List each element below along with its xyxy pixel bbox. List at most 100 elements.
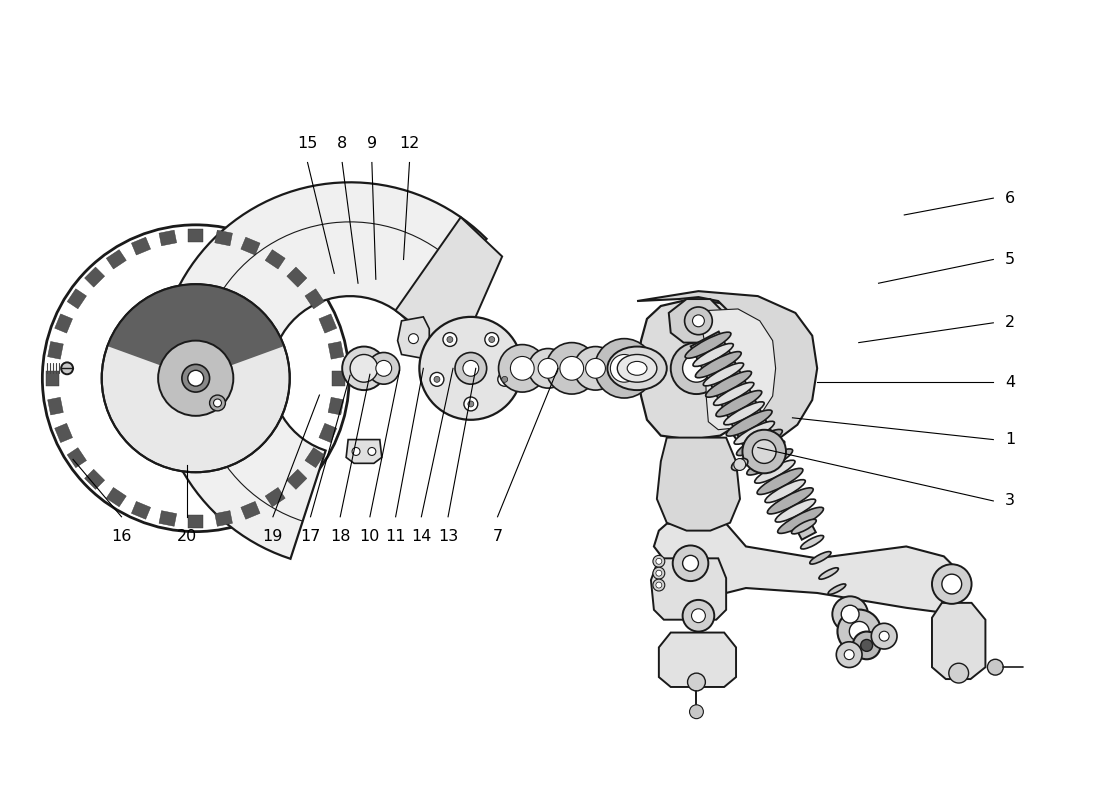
Text: 16: 16 [111, 529, 132, 544]
Text: 1: 1 [1005, 432, 1015, 447]
Text: 13: 13 [438, 529, 459, 544]
Circle shape [656, 570, 662, 576]
Ellipse shape [732, 458, 748, 470]
Bar [46, 370, 59, 386]
Circle shape [842, 606, 859, 623]
Circle shape [455, 353, 486, 384]
Polygon shape [691, 331, 778, 459]
Bar [287, 267, 307, 287]
Ellipse shape [734, 422, 774, 444]
Ellipse shape [828, 584, 846, 594]
Ellipse shape [607, 346, 667, 390]
Ellipse shape [724, 402, 764, 425]
Ellipse shape [776, 499, 815, 522]
Text: 19: 19 [263, 529, 283, 544]
Circle shape [852, 631, 880, 659]
Polygon shape [698, 309, 776, 430]
Bar [160, 230, 177, 246]
Circle shape [101, 284, 289, 472]
Text: 18: 18 [330, 529, 351, 544]
Circle shape [690, 705, 703, 718]
Circle shape [585, 358, 605, 378]
Bar [188, 229, 204, 242]
Circle shape [546, 342, 597, 394]
Bar [241, 502, 260, 519]
Bar [241, 238, 260, 255]
Polygon shape [346, 439, 382, 463]
Circle shape [434, 376, 440, 382]
Text: 17: 17 [300, 529, 321, 544]
Ellipse shape [755, 460, 795, 483]
Circle shape [464, 397, 477, 411]
Ellipse shape [778, 507, 824, 534]
Circle shape [860, 639, 872, 651]
Circle shape [683, 354, 711, 382]
Text: 7: 7 [493, 529, 503, 544]
Ellipse shape [703, 363, 744, 386]
Circle shape [510, 357, 535, 380]
Ellipse shape [695, 352, 741, 378]
Polygon shape [932, 603, 986, 679]
Circle shape [683, 555, 698, 571]
Bar [287, 470, 307, 490]
Text: 5: 5 [1005, 252, 1015, 267]
Text: 9: 9 [366, 136, 377, 150]
Ellipse shape [836, 597, 851, 606]
Text: 10: 10 [360, 529, 381, 544]
Polygon shape [157, 182, 486, 558]
Bar [319, 423, 337, 442]
Bar [265, 487, 285, 506]
Circle shape [693, 315, 704, 326]
Bar [55, 314, 73, 333]
Circle shape [671, 342, 723, 394]
Circle shape [837, 610, 881, 653]
Bar [47, 398, 64, 415]
Text: 2: 2 [1005, 315, 1015, 330]
Text: 11: 11 [385, 529, 406, 544]
Ellipse shape [818, 568, 838, 579]
Circle shape [352, 447, 360, 455]
Ellipse shape [792, 519, 816, 534]
Polygon shape [657, 438, 740, 530]
Circle shape [182, 364, 210, 392]
Circle shape [688, 673, 705, 691]
Bar [305, 448, 324, 468]
Polygon shape [637, 299, 766, 439]
Ellipse shape [716, 390, 762, 417]
Polygon shape [659, 633, 736, 687]
Bar [328, 342, 344, 359]
Circle shape [683, 600, 714, 631]
Circle shape [871, 623, 896, 649]
Polygon shape [653, 524, 960, 613]
Circle shape [988, 659, 1003, 675]
Circle shape [742, 430, 786, 474]
Circle shape [752, 440, 777, 463]
Ellipse shape [685, 332, 730, 358]
Polygon shape [397, 317, 429, 358]
Ellipse shape [627, 362, 647, 375]
Ellipse shape [747, 449, 793, 475]
Circle shape [376, 361, 392, 376]
Circle shape [62, 362, 73, 374]
Circle shape [419, 317, 522, 420]
Ellipse shape [693, 343, 734, 366]
Circle shape [538, 358, 558, 378]
Circle shape [656, 582, 662, 588]
Circle shape [653, 567, 664, 579]
Ellipse shape [706, 371, 751, 397]
Bar [214, 510, 232, 526]
Text: 4: 4 [1005, 374, 1015, 390]
Bar [107, 250, 126, 269]
Circle shape [594, 338, 653, 398]
Circle shape [653, 555, 664, 567]
Ellipse shape [757, 468, 803, 494]
Circle shape [485, 333, 498, 346]
Ellipse shape [764, 480, 805, 502]
Ellipse shape [714, 382, 754, 406]
Bar [85, 267, 104, 287]
Circle shape [210, 395, 225, 411]
Circle shape [488, 337, 495, 342]
Circle shape [692, 609, 705, 622]
Circle shape [188, 370, 204, 386]
Circle shape [447, 337, 453, 342]
